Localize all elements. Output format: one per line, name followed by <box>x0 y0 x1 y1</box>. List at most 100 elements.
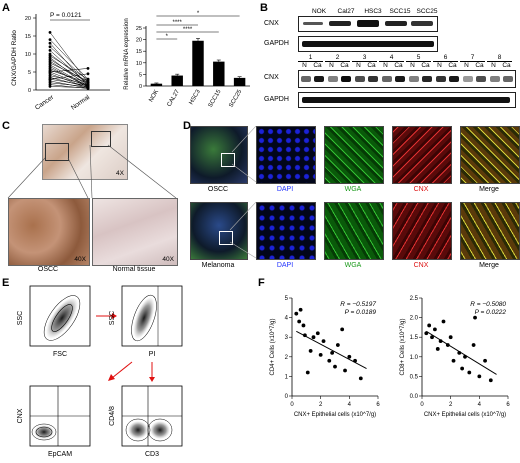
blot-band <box>503 76 513 82</box>
blot-band <box>449 76 459 82</box>
scatter-ytick: 0.0 <box>410 394 419 400</box>
bar-xtick: HSC3 <box>189 88 203 105</box>
blot-nc-label: Ca <box>394 62 403 69</box>
flow-x-pi: PI <box>149 351 156 358</box>
scatter-point <box>308 349 313 353</box>
flow-x-fsc: FSC <box>53 351 67 358</box>
scatter-ytick: 0 <box>285 394 289 400</box>
bar-ytick: 5 <box>139 72 142 78</box>
scatter-xtick: 2 <box>449 402 453 408</box>
bar <box>171 75 183 86</box>
bar-ytick: 25 <box>136 26 142 32</box>
blot-nc-label: Ca <box>448 62 457 69</box>
blot-band <box>463 76 473 82</box>
ihc-mag-normal: 40X <box>162 256 174 263</box>
panel-label-a: A <box>2 2 10 14</box>
scatter-ytick: 0.5 <box>410 374 419 380</box>
paired-lines <box>48 31 90 90</box>
blot-lane-label: HSC3 <box>364 8 382 15</box>
paired-line <box>49 39 89 80</box>
scatter-point <box>298 307 303 312</box>
scatter-ytick: 1.0 <box>410 355 419 361</box>
scatter-ytick: 5 <box>285 296 289 302</box>
scatter-xtick: 4 <box>348 402 352 408</box>
scatter-point <box>433 327 437 332</box>
scatter-ytick: 1 <box>285 374 289 380</box>
scatter-point <box>318 352 323 357</box>
paired-line <box>49 55 89 80</box>
paired-line <box>49 59 89 84</box>
blot-nc-label: N <box>464 62 469 69</box>
paired-yaxis: 0 5 10 15 20 <box>25 14 110 94</box>
sig-label: * <box>166 34 169 40</box>
scatter-point <box>311 335 316 340</box>
paired-point-cancer <box>48 38 52 41</box>
paired-ytick: 5 <box>28 70 31 76</box>
blot-label-gapdh-bottom: GAPDH <box>264 96 289 103</box>
blot-patient-label: 3 <box>352 54 377 62</box>
paired-line <box>49 73 89 80</box>
if-oscc-dapi <box>256 126 316 184</box>
blot-patient-label: 1 <box>298 54 323 62</box>
panel-label-d: D <box>183 120 191 132</box>
scatter-point <box>347 354 352 359</box>
bar-xtick: NOK <box>148 89 160 103</box>
scatter-point <box>473 315 477 320</box>
scatter-point <box>335 343 340 347</box>
blot-band <box>341 76 351 82</box>
paired-point-normal <box>86 67 90 70</box>
flow-x-epcam: EpCAM <box>48 451 72 458</box>
ihc-overview: 4X <box>42 124 128 180</box>
scatter-point <box>297 319 302 324</box>
scatter-ytick: 4 <box>285 316 289 322</box>
blot-label-cnx-top: CNX <box>264 20 279 27</box>
blot-patient-label: 6 <box>433 54 458 62</box>
scatter-p: P = 0.0189 <box>345 309 377 316</box>
flow-fsc-ssc: FSC SSC <box>17 285 91 358</box>
if-melanoma-wga <box>324 202 384 260</box>
paired-point-normal <box>86 86 90 90</box>
paired-ylabel: CNX/GAPDH Ratio <box>11 30 18 86</box>
scatter-ytick: 3 <box>285 335 289 341</box>
scatter-xlabel: CNX+ Epithelial cells (x10^7/g) <box>294 412 376 418</box>
paired-point-cancer <box>48 85 52 88</box>
scatter-ylabel: CD8+ Cells (x10^7/g) <box>400 318 406 375</box>
paired-point-normal <box>86 72 90 76</box>
scatter-r: R = −0.5080 <box>470 301 506 308</box>
blot-lane-label: NOK <box>311 8 327 15</box>
scatter-xtick: 0 <box>420 402 424 408</box>
blot-band <box>328 76 338 82</box>
paired-point-cancer <box>48 41 52 45</box>
scatter-p: P = 0.0222 <box>475 309 507 316</box>
paired-ytick: 20 <box>25 16 31 22</box>
blot-band <box>409 76 419 82</box>
scatter-xtick: 2 <box>319 402 323 408</box>
scatter-point <box>305 370 310 375</box>
blot-nc-label: Ca <box>313 62 322 69</box>
ihc-oscc-40x: 40X <box>8 198 90 266</box>
panel-label-e: E <box>2 277 10 289</box>
blot-nc-label: N <box>356 62 361 69</box>
if-melanoma-merge <box>460 202 520 260</box>
flow-y-cd48: CD4/8 <box>109 406 116 426</box>
scatter-point <box>483 358 487 363</box>
ihc-caption-oscc: OSCC <box>37 266 59 273</box>
sig-label: **** <box>183 27 193 33</box>
scatter-point <box>321 339 326 344</box>
if-melanoma-dapi <box>256 202 316 260</box>
scatter-point <box>460 366 465 371</box>
paired-line <box>49 62 89 82</box>
scatter-ytick: 2.5 <box>410 296 419 302</box>
paired-point-cancer <box>48 45 52 49</box>
scatter-point <box>315 331 320 336</box>
blot-nc-label: Ca <box>475 62 484 69</box>
scatter-ytick: 1.5 <box>410 335 419 341</box>
ihc-caption-normal: Normal tissue <box>112 266 156 273</box>
if-col-dapi-1: DAPI <box>276 186 294 193</box>
blot-label-cnx-bottom: CNX <box>264 74 279 81</box>
if-row-label-melanoma: Melanoma <box>201 262 235 269</box>
blot-label-gapdh-top: GAPDH <box>264 40 289 47</box>
